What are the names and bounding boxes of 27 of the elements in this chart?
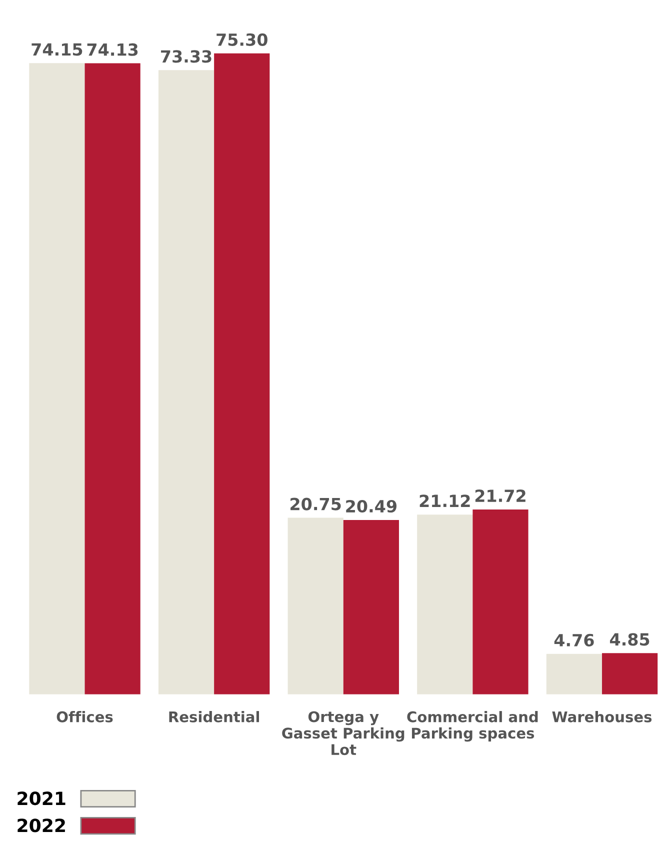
bar (288, 518, 344, 694)
x-tick-label: Residential (169, 711, 259, 722)
data-label: 21.72 (475, 489, 526, 502)
data-label: 75.30 (216, 33, 268, 46)
bar (602, 653, 658, 694)
data-label: 74.15 (32, 43, 82, 56)
bar (343, 520, 399, 694)
bar (417, 514, 473, 694)
bar (546, 654, 602, 694)
data-label: 20.75 (290, 498, 341, 510)
data-label: 74.13 (87, 43, 138, 56)
bar (472, 509, 528, 694)
x-tick-label: Warehouses (552, 711, 652, 722)
x-tick-label: Offices (56, 711, 113, 722)
bar (29, 63, 85, 694)
legend-label: 2021 (18, 792, 66, 806)
data-label: 4.85 (610, 633, 650, 646)
x-tick-label: Ortega y Gasset Parking Lot (282, 711, 404, 756)
x-tick-label: Commercial and Parking spaces (407, 711, 538, 742)
bar (214, 53, 270, 694)
data-label: 73.33 (161, 50, 212, 63)
data-label: 20.49 (346, 500, 396, 513)
bar (84, 63, 140, 694)
data-label: 4.76 (554, 634, 594, 646)
data-label: 21.12 (420, 494, 470, 507)
legend-label: 2022 (18, 818, 65, 832)
bar (158, 70, 214, 694)
